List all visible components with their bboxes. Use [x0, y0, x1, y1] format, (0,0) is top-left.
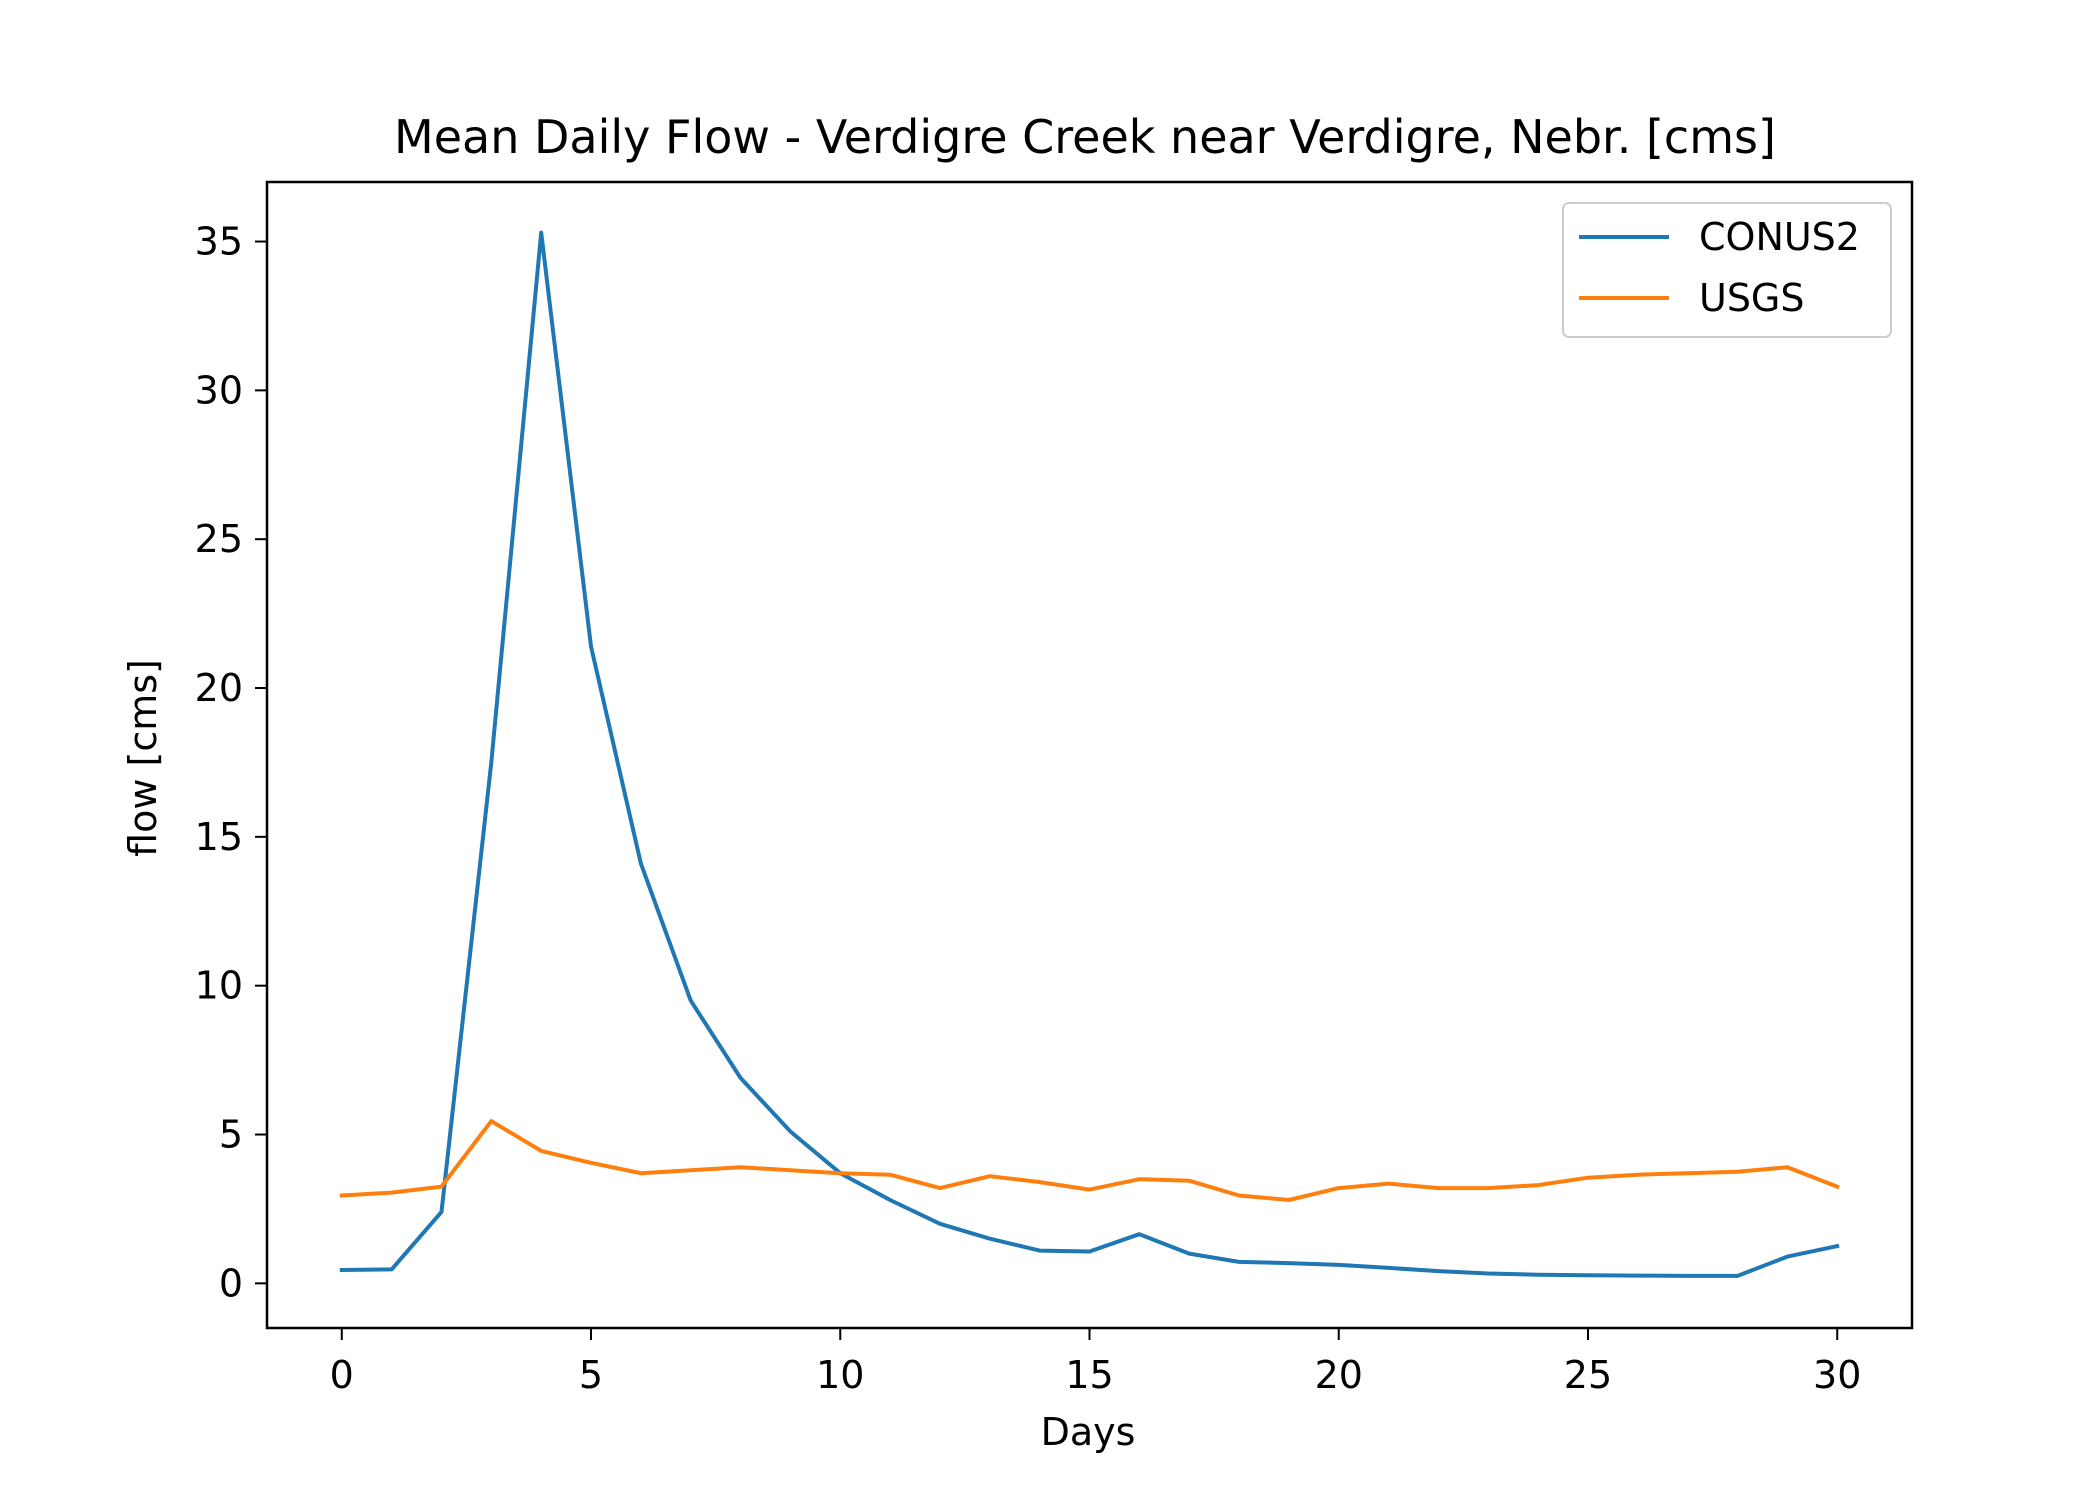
- y-axis-label: flow [cms]: [121, 659, 165, 857]
- x-tick-label: 5: [579, 1353, 603, 1397]
- legend: CONUS2 USGS: [1562, 202, 1892, 338]
- y-tick-label: 15: [195, 815, 243, 859]
- chart-title: Mean Daily Flow - Verdigre Creek near Ve…: [394, 110, 1776, 164]
- x-axis: 0 5 10 15 20 25 30: [330, 1328, 1861, 1397]
- y-tick-label: 20: [195, 666, 243, 710]
- x-tick-label: 30: [1813, 1353, 1861, 1397]
- series-line-usgs: [339, 1119, 1840, 1202]
- y-tick-label: 35: [195, 220, 243, 264]
- x-axis-label: Days: [1041, 1410, 1136, 1454]
- y-tick-label: 0: [219, 1261, 243, 1305]
- x-tick-label: 15: [1065, 1353, 1113, 1397]
- y-axis: 0 5 10 15 20 25 30 35: [195, 220, 267, 1305]
- legend-label-conus2: CONUS2: [1699, 215, 1860, 259]
- x-tick-label: 10: [816, 1353, 864, 1397]
- legend-label-usgs: USGS: [1699, 276, 1805, 320]
- y-tick-label: 30: [195, 368, 243, 412]
- x-tick-label: 20: [1315, 1353, 1363, 1397]
- plot-area: [339, 230, 1840, 1278]
- y-tick-label: 10: [195, 964, 243, 1008]
- x-tick-label: 25: [1564, 1353, 1612, 1397]
- y-tick-label: 5: [219, 1113, 243, 1157]
- x-tick-label: 0: [330, 1353, 354, 1397]
- series-line-conus2: [339, 230, 1840, 1278]
- y-tick-label: 25: [195, 517, 243, 561]
- plot-frame: [265, 180, 1914, 1330]
